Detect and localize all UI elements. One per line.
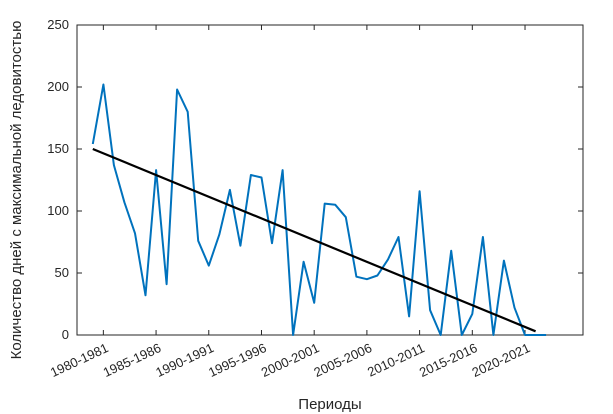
x-tick-label: 1995-1996 [206,340,269,380]
x-tick-label: 1990-1991 [153,340,216,380]
x-axis: 1980-19811985-19861990-19911995-19962000… [48,25,532,380]
y-tick-label: 100 [47,203,69,218]
plot-area [76,24,584,336]
y-tick-label: 250 [47,17,69,32]
x-tick-label: 2000-2001 [259,340,322,380]
x-tick-label: 2010-2011 [365,340,427,379]
x-tick-label: 2020-2021 [470,340,533,380]
trend-line [92,147,537,333]
series-layer [91,83,547,336]
y-tick-label: 150 [47,141,69,156]
y-tick-label: 200 [47,79,69,94]
x-tick-label: 2005-2006 [311,340,374,380]
x-tick-label: 1985-1986 [101,340,164,380]
axes-box [76,24,584,336]
x-tick-label: 2015-2016 [417,340,480,380]
y-axis-title: Количество дней с максимальной ледовитос… [8,21,25,360]
y-tick-label: 50 [55,265,69,280]
y-tick-label: 0 [62,327,69,342]
series-line-days [91,83,547,336]
x-tick-label: 1980-1981 [48,340,111,380]
y-axis: 0 50 100 150 200 250 [47,17,583,342]
x-axis-title: Периоды [298,396,361,413]
